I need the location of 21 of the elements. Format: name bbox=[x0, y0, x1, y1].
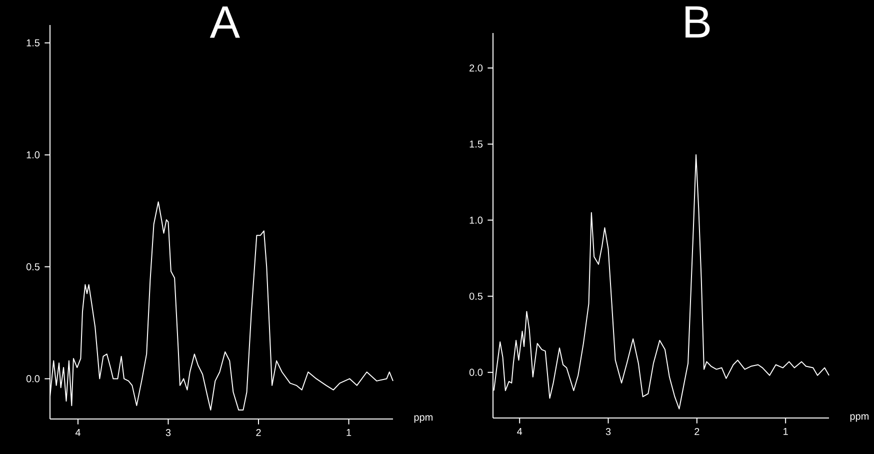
x-tick-label: 2 bbox=[694, 428, 700, 436]
x-axis-title: ppm bbox=[850, 414, 869, 422]
x-tick-label: 4 bbox=[517, 428, 522, 435]
y-tick-label: 0.5 bbox=[26, 263, 40, 270]
x-tick-label: 3 bbox=[606, 428, 611, 436]
x-tick-label: 2 bbox=[256, 429, 261, 436]
chart-title: B bbox=[686, 6, 710, 38]
y-tick-label: 0.0 bbox=[26, 375, 40, 382]
y-tick-label: 1.5 bbox=[26, 39, 40, 46]
y-tick-label: 0.5 bbox=[469, 292, 483, 300]
y-tick-label: 1.5 bbox=[470, 140, 483, 148]
y-tick-label: 0.0 bbox=[469, 368, 483, 376]
x-axis-title: ppm bbox=[414, 415, 433, 423]
chart-title: A bbox=[210, 6, 240, 38]
x-tick-label: 1 bbox=[346, 429, 352, 436]
x-tick-label: 1 bbox=[784, 428, 788, 435]
y-tick-label: 1.0 bbox=[26, 151, 40, 158]
y-tick-label: 1.0 bbox=[470, 216, 483, 224]
x-tick-label: 3 bbox=[166, 429, 171, 436]
x-tick-label: 4 bbox=[75, 429, 80, 436]
y-tick-label: 2.0 bbox=[470, 64, 483, 72]
